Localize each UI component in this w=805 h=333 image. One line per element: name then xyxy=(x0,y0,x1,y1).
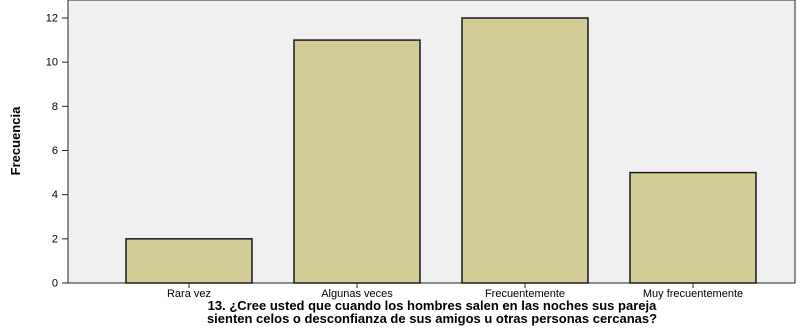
y-tick-label: 8 xyxy=(52,101,58,113)
y-axis: 0 2 4 6 8 10 12 xyxy=(46,13,68,290)
x-tick-label: Frecuentemente xyxy=(485,288,565,300)
bar-2 xyxy=(293,39,421,284)
x-tick-label: Algunas veces xyxy=(321,288,393,300)
x-tick-label: Rara vez xyxy=(167,288,211,300)
x-axis-label-line-2: sienten celos o desconfianza de sus amig… xyxy=(207,311,657,326)
x-axis: Rara vez Algunas veces Frecuentemente Muy f… xyxy=(167,283,743,300)
y-tick-label: 12 xyxy=(46,13,58,25)
y-tick-label: 6 xyxy=(52,145,58,157)
bar-3 xyxy=(461,17,589,284)
y-tick-label: 4 xyxy=(52,189,58,201)
bar-4 xyxy=(629,171,757,284)
y-tick-label: 2 xyxy=(52,233,58,245)
y-axis-label: Frecuencia xyxy=(8,106,23,175)
x-tick-label: Muy frecuentemente xyxy=(643,288,743,300)
x-axis-label-line-1: 13. ¿Cree usted que cuando los hombres s… xyxy=(208,298,657,313)
y-tick-label: 0 xyxy=(52,278,58,290)
y-tick-label: 10 xyxy=(46,57,58,69)
bar-1 xyxy=(125,238,253,284)
